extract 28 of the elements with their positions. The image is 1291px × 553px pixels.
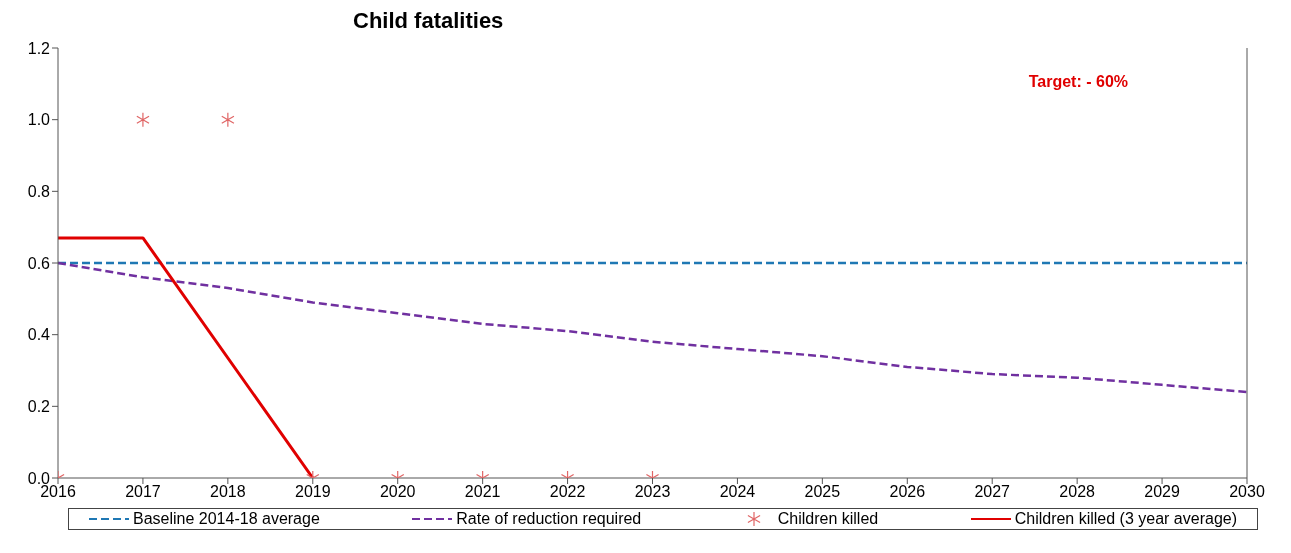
legend-label: Children killed	[777, 510, 879, 528]
x-tick-label: 2021	[464, 483, 501, 501]
x-tick-label: 2016	[40, 483, 76, 501]
x-tick-label: 2022	[549, 483, 586, 501]
x-tick-label: 2017	[125, 483, 161, 501]
x-tick-label: 2023	[634, 483, 671, 501]
legend-label: Children killed (3 year average)	[1014, 510, 1237, 528]
y-tick-label: 0.6	[27, 254, 51, 272]
y-tick-label: 0.2	[27, 398, 51, 416]
legend-label: Baseline 2014-18 average	[133, 510, 320, 528]
x-tick-label: 2025	[804, 483, 841, 501]
x-tick-label: 2019	[294, 483, 331, 501]
x-tick-label: 2029	[1144, 483, 1180, 501]
x-tick-label: 2024	[719, 483, 756, 501]
x-tick-label: 2028	[1059, 483, 1096, 501]
y-tick-label: 1.2	[27, 39, 51, 57]
annotation: Target: - 60%	[1028, 73, 1128, 91]
legend-label: Rate of reduction required	[456, 510, 642, 528]
x-tick-label: 2018	[210, 483, 246, 501]
chart-title: Child fatalities	[352, 8, 505, 35]
y-tick-label: 0.4	[27, 326, 51, 344]
x-tick-label: 2026	[889, 483, 926, 501]
x-tick-label: 2027	[974, 483, 1011, 501]
line-series	[58, 261, 1247, 394]
y-tick-label: 1.0	[27, 111, 51, 129]
x-tick-label: 2020	[379, 483, 416, 501]
y-tick-label: 0.8	[27, 183, 51, 201]
x-tick-label: 2030	[1229, 483, 1265, 501]
